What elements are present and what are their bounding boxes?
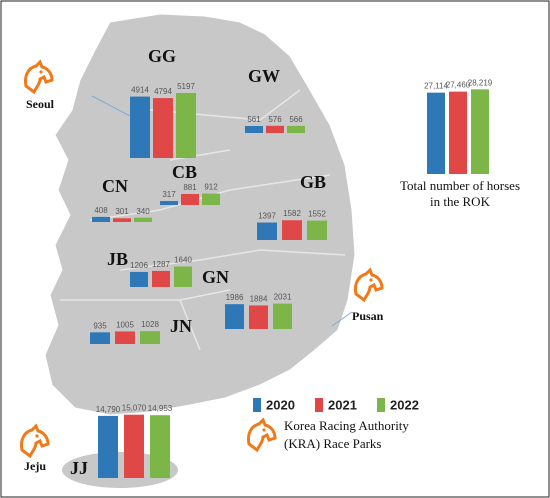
bar [90, 332, 110, 344]
region-label: CB [172, 162, 197, 182]
bar [202, 193, 220, 205]
value-label: 14,790 [96, 405, 121, 414]
value-label: 1986 [226, 293, 244, 302]
value-label: 566 [289, 115, 303, 124]
value-label: 912 [204, 183, 218, 192]
value-label: 935 [93, 321, 107, 330]
bar [282, 220, 302, 240]
park-label: Jeju [24, 459, 46, 473]
bar [150, 415, 170, 478]
seoul-pointer [91, 95, 131, 117]
pusan-pointer [331, 311, 353, 327]
value-label: 5197 [177, 82, 195, 91]
value-label: 14,953 [148, 404, 173, 413]
value-label: 1552 [308, 210, 326, 219]
bar [174, 266, 192, 287]
value-label: 301 [115, 207, 129, 216]
bar [257, 222, 277, 240]
bar [225, 304, 244, 329]
bar [245, 125, 263, 133]
value-label: 28,219 [468, 78, 493, 87]
bar [124, 414, 144, 478]
total-label: Total number of horses [400, 178, 520, 193]
region-label: JN [170, 316, 192, 336]
value-label: 2031 [274, 293, 292, 302]
value-label: 4914 [131, 86, 149, 95]
value-label: 1397 [258, 212, 276, 221]
bar [287, 125, 305, 133]
region-label: JJ [70, 458, 88, 478]
bar [273, 303, 292, 329]
legend-swatch [315, 398, 323, 412]
bar [115, 331, 135, 344]
value-label: 1287 [152, 260, 170, 269]
bar [427, 92, 445, 174]
region-label: GG [148, 46, 176, 66]
total-label: in the ROK [430, 194, 491, 209]
value-label: 1640 [174, 256, 192, 265]
value-label: 1582 [283, 209, 301, 218]
legend-swatch [253, 398, 261, 412]
value-label: 408 [94, 206, 108, 215]
region-label: GN [202, 267, 229, 287]
bar [134, 217, 152, 222]
legend-text: Korea Racing Authority [284, 418, 409, 433]
value-label: 317 [162, 190, 176, 199]
bar [153, 98, 173, 158]
value-label: 1005 [116, 320, 134, 329]
bar [92, 216, 110, 222]
bar [181, 193, 199, 205]
bar [140, 331, 160, 344]
bar [113, 218, 131, 222]
legend-text: (KRA) Race Parks [284, 436, 381, 451]
bar [130, 271, 148, 287]
value-label: 1884 [250, 294, 268, 303]
legend-swatch [377, 398, 385, 412]
value-label: 1206 [130, 261, 148, 270]
bar [152, 270, 170, 287]
value-label: 15,070 [122, 404, 147, 413]
value-label: 1028 [141, 320, 159, 329]
region-label: GW [248, 66, 280, 86]
value-label: 881 [183, 183, 197, 192]
legend-label: 2021 [328, 397, 357, 412]
park-label: Pusan [352, 309, 384, 323]
legend-label: 2020 [266, 397, 295, 412]
bar [266, 125, 284, 133]
legend-label: 2022 [390, 397, 419, 412]
value-label: 4794 [154, 87, 172, 96]
bar [176, 93, 196, 158]
region-label: GB [300, 172, 326, 192]
value-label: 561 [247, 115, 261, 124]
bar [471, 89, 489, 174]
region-label: CN [102, 176, 128, 196]
value-label: 576 [268, 115, 282, 124]
bar [98, 415, 118, 478]
bar [449, 91, 467, 174]
value-label: 340 [136, 207, 150, 216]
park-label: Seoul [26, 97, 55, 111]
bar [249, 305, 268, 329]
bar [307, 220, 327, 240]
value-label: 27,114 [424, 82, 448, 91]
jeju-island [62, 452, 178, 488]
bar [130, 96, 150, 158]
value-label: 27,460 [446, 81, 471, 90]
region-label: JB [107, 249, 128, 269]
bar [160, 201, 178, 205]
